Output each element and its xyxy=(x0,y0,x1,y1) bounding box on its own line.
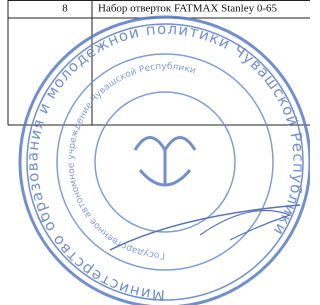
page: 8 Набор отверток FATMAX Stanley 0-65 Мин… xyxy=(0,0,310,305)
table-cell: 8 xyxy=(62,3,68,15)
stamp-emblem xyxy=(135,138,195,186)
emblem-shape xyxy=(135,138,195,151)
table-cell: Набор отверток FATMAX Stanley 0-65 xyxy=(98,3,278,15)
document: 8 Набор отверток FATMAX Stanley 0-65 Мин… xyxy=(0,0,310,305)
stamp: Министерство образования и молодежной по… xyxy=(20,17,310,305)
